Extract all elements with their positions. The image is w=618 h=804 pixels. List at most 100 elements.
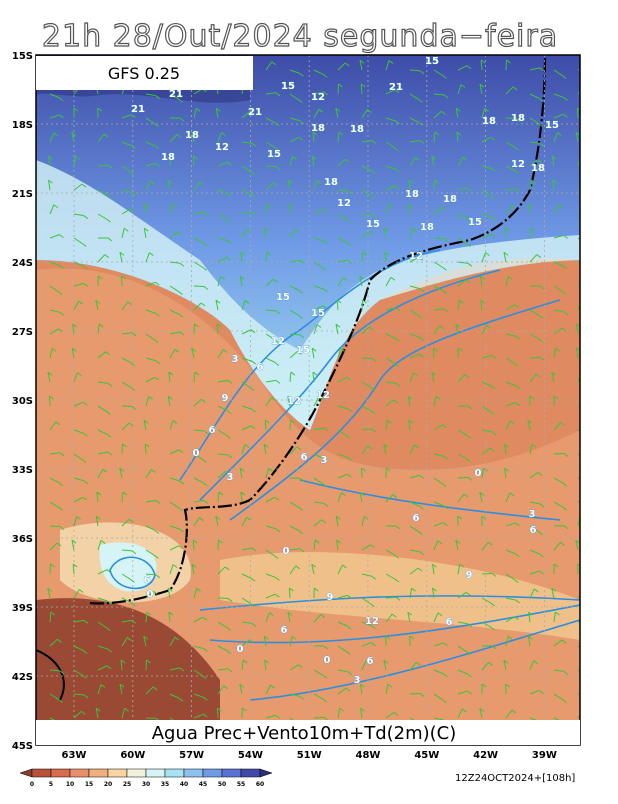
wind-barb — [577, 108, 578, 118]
contour-label: 21 — [169, 89, 183, 100]
contour-label: 9 — [222, 393, 229, 404]
contour-label: 0 — [283, 546, 290, 557]
lat-label: 45S — [12, 741, 33, 752]
wind-barb — [588, 69, 592, 72]
colorbar-end — [260, 769, 272, 777]
lat-label: 27S — [12, 327, 33, 338]
caption: Agua Prec+Vento10m+Td(2m)(C) — [152, 723, 457, 744]
lat-label: 30S — [12, 396, 33, 407]
wind-barb — [586, 244, 590, 247]
lon-label: 39W — [532, 750, 557, 761]
contour-label: 9 — [466, 570, 473, 581]
contour-label: 15 — [296, 345, 310, 356]
colorbar-end — [20, 769, 32, 777]
wind-barb — [193, 156, 194, 166]
wind-barb — [584, 86, 588, 89]
contour-label: 3 — [227, 472, 234, 483]
contour-label: 6 — [301, 452, 308, 463]
colorbar-swatch — [70, 769, 89, 777]
colorbar-swatch — [184, 769, 203, 777]
colorbar-swatch — [32, 769, 51, 777]
lon-label: 45W — [414, 750, 439, 761]
colorbar-label: 40 — [180, 781, 188, 788]
wind-barb — [433, 348, 434, 358]
contour-label: 21 — [131, 104, 145, 115]
lat-label: 39S — [12, 603, 33, 614]
contour-label: 15 — [311, 308, 325, 319]
wind-barb — [386, 597, 396, 598]
contour-label: 18 — [531, 163, 545, 174]
wind-barb — [505, 228, 506, 238]
wind-barb — [290, 420, 291, 430]
contour-label: 15 — [366, 219, 380, 230]
colorbar-label: 60 — [256, 781, 264, 788]
wind-barb — [587, 675, 591, 678]
contour-label: 12 — [311, 92, 325, 103]
contour-label: 6 — [413, 513, 420, 524]
colorbar-swatch — [165, 769, 184, 777]
lon-label: 42W — [473, 750, 498, 761]
colorbar-swatch — [89, 769, 108, 777]
contour-label: 12 — [316, 390, 330, 401]
lon-label: 63W — [62, 750, 87, 761]
contour-label: 21 — [248, 107, 262, 118]
wind-barb — [588, 621, 592, 624]
model-label: GFS 0.25 — [108, 64, 180, 83]
colorbar-swatch — [51, 769, 70, 777]
wind-barb — [458, 477, 468, 478]
contour-label: 6 — [144, 575, 151, 586]
lat-label: 33S — [12, 465, 33, 476]
colorbar-swatch — [127, 769, 146, 777]
wind-barb — [587, 651, 591, 654]
colorbar-label: 45 — [199, 781, 207, 788]
contour-label: 3 — [321, 455, 328, 466]
contour-label: 3 — [232, 354, 239, 365]
wind-barb — [146, 660, 147, 670]
contour-label: 15 — [468, 217, 482, 228]
wind-barb — [580, 156, 584, 159]
colorbar-label: 20 — [104, 781, 112, 788]
wind-barb — [586, 460, 590, 463]
colorbar-swatch — [203, 769, 222, 777]
contour-label: 12 — [271, 336, 285, 347]
colorbar-swatch — [108, 769, 127, 777]
colorbar-label: 10 — [66, 781, 74, 788]
colorbar-swatch — [241, 769, 260, 777]
contour-label: 15 — [425, 56, 439, 67]
contour-label: 18 — [185, 130, 199, 141]
contour-label: 0 — [237, 644, 244, 655]
lon-label: 51W — [297, 750, 322, 761]
lon-label: 48W — [356, 750, 381, 761]
lat-label: 15S — [12, 51, 33, 62]
contour-label: 18 — [324, 177, 338, 188]
colorbar-label: 25 — [123, 781, 131, 788]
lon-label: 54W — [238, 750, 263, 761]
colorbar-label: 35 — [161, 781, 169, 788]
wind-barb — [588, 694, 592, 697]
contour-label: 18 — [161, 152, 175, 163]
wind-barb — [289, 588, 290, 598]
wind-barb — [121, 276, 122, 286]
contour-label: 21 — [389, 82, 403, 93]
wind-barb — [587, 185, 591, 188]
wind-barb — [314, 717, 324, 718]
lat-label: 42S — [12, 672, 33, 683]
contour-label: 18 — [311, 123, 325, 134]
contour-label: 12 — [215, 142, 229, 153]
colorbar-label: 0 — [30, 781, 34, 788]
contour-label: 18 — [405, 189, 419, 200]
contour-label: 12 — [365, 616, 379, 627]
wind-barb — [217, 708, 218, 718]
colorbar-label: 30 — [142, 781, 150, 788]
colorbar-label: 15 — [85, 781, 93, 788]
contour-label: 12 — [337, 198, 351, 209]
wind-barb — [434, 180, 435, 190]
colorbar-label: 55 — [237, 781, 245, 788]
wind-barb — [582, 301, 586, 304]
wind-barb — [587, 283, 591, 286]
contour-label: 3 — [354, 675, 361, 686]
colorbar-swatch — [146, 769, 165, 777]
